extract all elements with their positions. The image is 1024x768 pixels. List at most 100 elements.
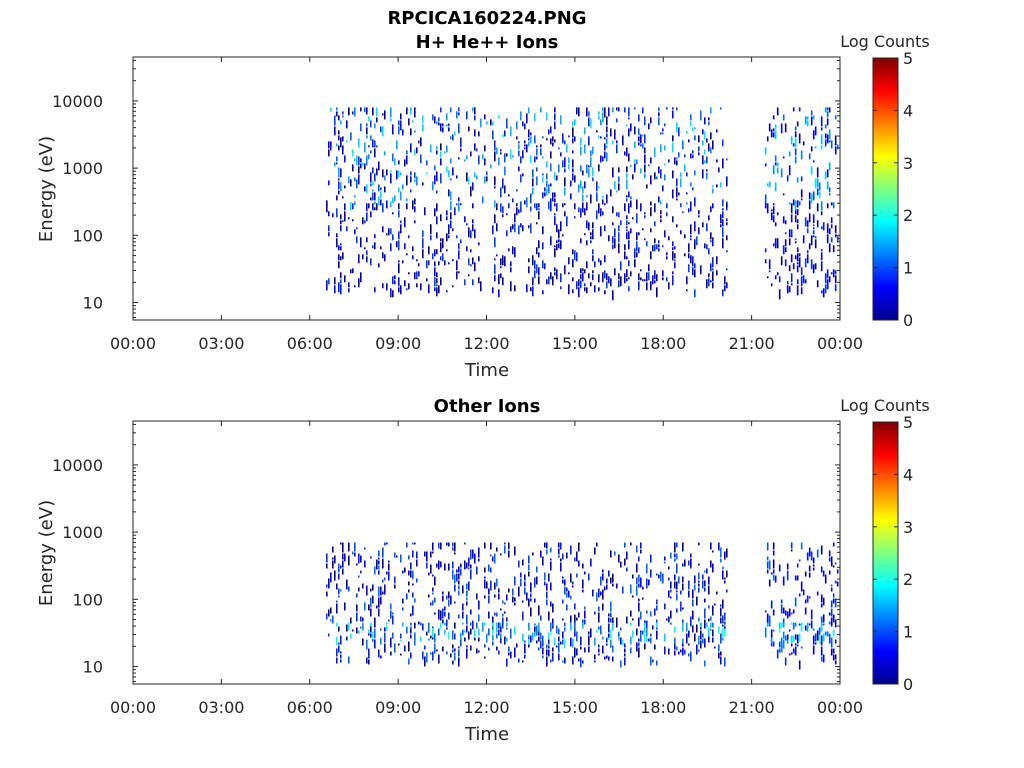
spectrogram-cell <box>358 166 360 174</box>
spectrogram-cell <box>770 212 773 221</box>
spectrogram-cell <box>724 285 726 292</box>
spectrogram-cell <box>478 256 480 262</box>
spectrogram-cell <box>562 553 564 560</box>
spectrogram-cell <box>644 164 646 173</box>
spectrogram-cell <box>676 224 678 228</box>
spectrogram-cell <box>534 623 536 626</box>
spectrogram-cell <box>720 656 722 665</box>
spectrogram-cell <box>822 633 825 642</box>
spectrogram-cell <box>800 267 803 276</box>
spectrogram-cell <box>366 657 368 664</box>
spectrogram-cell <box>442 646 444 652</box>
spectrogram-cell <box>356 155 358 166</box>
spectrogram-cell <box>726 235 728 241</box>
spectrogram-cell <box>342 136 344 142</box>
spectrogram-cell <box>806 622 809 632</box>
x-tick-label: 06:00 <box>287 334 333 353</box>
spectrogram-cell <box>642 107 644 114</box>
spectrogram-cell <box>652 275 654 285</box>
spectrogram-cell <box>390 243 392 252</box>
spectrogram-cell <box>336 583 338 590</box>
spectrogram-cell <box>572 656 574 665</box>
spectrogram-cell <box>368 154 370 160</box>
spectrogram-cell <box>550 272 552 280</box>
spectrogram-cell <box>772 243 775 247</box>
spectrogram-cell <box>726 548 728 558</box>
spectrogram-cell <box>566 604 568 611</box>
colorbar-label-bottom: Log Counts <box>840 396 930 415</box>
spectrogram-cell <box>344 185 346 189</box>
spectrogram-cell <box>434 208 436 217</box>
spectrogram-cell <box>668 159 670 163</box>
spectrogram-cell <box>366 250 368 256</box>
spectrogram-cell <box>698 542 700 546</box>
spectrogram-cell <box>718 542 720 551</box>
spectrogram-cell <box>374 123 376 129</box>
spectrogram-cell <box>378 557 380 560</box>
x-tick-label: 00:00 <box>817 698 863 717</box>
spectrogram-cell <box>630 610 632 617</box>
spectrogram-cell <box>702 155 704 165</box>
spectrogram-cell <box>614 228 616 238</box>
spectrogram-cell <box>620 561 622 568</box>
spectrogram-cell <box>638 281 640 291</box>
spectrogram-cell <box>766 622 769 627</box>
spectrogram-cell <box>450 136 452 140</box>
spectrogram-cell <box>808 192 811 200</box>
spectrogram-cell <box>552 647 554 652</box>
spectrogram-cell <box>722 637 724 641</box>
spectrogram-cell <box>482 622 484 632</box>
spectrogram-cell <box>646 563 648 574</box>
spectrogram-cell <box>332 557 334 560</box>
spectrogram-cell <box>770 283 773 287</box>
spectrogram-cell <box>596 629 598 633</box>
spectrogram-cell <box>658 107 660 112</box>
spectrogram-cell <box>768 259 771 270</box>
spectrogram-cell <box>672 135 674 142</box>
spectrogram-cell <box>376 145 378 148</box>
spectrogram-cell <box>712 268 714 271</box>
spectrogram-cell <box>616 144 618 154</box>
spectrogram-cell <box>478 277 480 284</box>
spectrogram-cell <box>390 170 392 173</box>
spectrogram-cell <box>694 170 696 176</box>
spectrogram-cell <box>678 152 680 158</box>
spectrogram-cell <box>392 153 394 162</box>
spectrogram-cell <box>368 604 370 611</box>
spectrogram-cell <box>560 286 562 290</box>
spectrogram-cell <box>676 646 678 651</box>
spectrogram-cell <box>580 180 582 189</box>
spectrogram-cell <box>546 656 548 667</box>
spectrogram-cell <box>596 542 598 547</box>
spectrogram-cell <box>592 589 594 597</box>
spectrogram-cell <box>504 611 506 614</box>
spectrogram-cell <box>468 631 470 640</box>
spectrogram-cell <box>812 160 815 163</box>
spectrogram-cell <box>830 217 833 224</box>
spectrogram-cell <box>626 269 628 278</box>
spectrogram-cell <box>342 560 344 568</box>
spectrogram-cell <box>414 598 416 603</box>
spectrogram-cell <box>786 639 789 644</box>
spectrogram-cell <box>530 593 532 598</box>
spectrogram-cell <box>550 183 552 187</box>
spectrogram-cell <box>502 134 504 138</box>
spectrogram-cell <box>708 273 710 278</box>
spectrogram-cell <box>774 130 777 140</box>
spectrogram-cell <box>532 255 534 266</box>
spectrogram-cell <box>336 238 338 248</box>
spectrogram-cell <box>340 120 342 125</box>
spectrogram-cell <box>528 634 530 638</box>
spectrogram-cell <box>366 135 368 139</box>
spectrogram-cell <box>454 131 456 136</box>
spectrogram-cell <box>690 553 692 558</box>
spectrogram-cell <box>474 229 476 239</box>
spectrogram-cell <box>814 633 817 642</box>
spectrogram-cell <box>644 215 646 219</box>
spectrogram-cell <box>548 632 550 640</box>
spectrogram-cell <box>582 579 584 589</box>
spectrogram-cell <box>330 107 332 112</box>
spectrogram-cell <box>502 626 504 629</box>
spectrogram-cell <box>552 136 554 142</box>
spectrogram-cell <box>700 265 702 275</box>
